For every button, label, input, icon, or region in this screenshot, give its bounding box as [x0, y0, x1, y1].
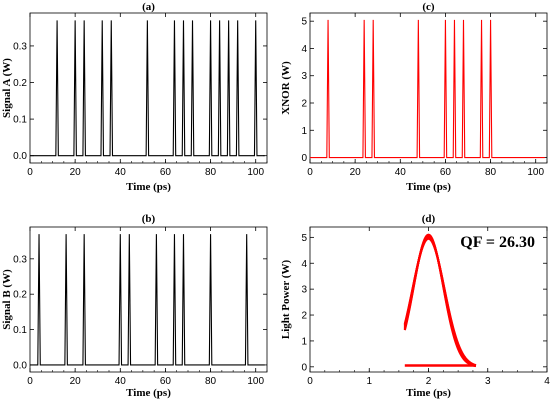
y-tick-label: 5	[301, 17, 307, 28]
x-tick-label: 20	[70, 167, 82, 178]
eye-trace	[403, 235, 477, 367]
y-axis-label: Signal B (W)	[1, 269, 13, 330]
x-tick-label: 60	[160, 376, 172, 387]
panel-0: (a) 0 20 40 60 80 100 0.0 0.1 0.2 0.3 Time (ps) Sign…	[1, 1, 268, 193]
panel-title: (c)	[422, 1, 435, 13]
plot-frame	[309, 12, 548, 164]
x-tick-label: 100	[527, 167, 544, 178]
x-tick-label: 0	[27, 376, 33, 387]
x-axis-label: Time (ps)	[126, 181, 171, 193]
eye-trace	[403, 236, 477, 367]
panel-title: (b)	[142, 213, 156, 225]
x-tick-label: 2	[426, 376, 432, 387]
x-tick-label: 60	[440, 167, 452, 178]
signal-trace	[30, 20, 265, 157]
x-tick-label: 80	[205, 376, 217, 387]
y-tick-label: 0	[301, 362, 307, 373]
y-tick-label: 3	[301, 71, 307, 82]
panel-title: (d)	[422, 213, 436, 225]
y-tick-label: 0.0	[13, 360, 27, 371]
panel-1: (b) 0 20 40 60 80 100 0.0 0.1 0.2 0.3 Time (ps) Sign…	[1, 213, 268, 399]
panel-title: (a)	[142, 1, 155, 13]
y-tick-label: 0.2	[13, 290, 27, 301]
x-tick-label: 3	[485, 376, 491, 387]
signal-trace	[310, 19, 545, 159]
x-axis-label: Time (ps)	[126, 387, 171, 399]
x-tick-label: 4	[544, 376, 550, 387]
x-tick-label: 40	[115, 167, 127, 178]
x-tick-label: 40	[395, 167, 407, 178]
y-tick-label: 0	[301, 153, 307, 164]
y-tick-label: 5	[301, 233, 307, 244]
x-axis-label: Time (ps)	[406, 181, 451, 193]
y-tick-label: 0.2	[13, 78, 27, 89]
x-tick-label: 0	[307, 376, 313, 387]
x-tick-label: 40	[115, 376, 127, 387]
y-tick-label: 0.1	[13, 325, 27, 336]
x-tick-label: 20	[70, 376, 82, 387]
x-tick-label: 20	[350, 167, 362, 178]
x-tick-label: 80	[485, 167, 497, 178]
y-tick-label: 1	[301, 126, 307, 137]
plot-frame	[29, 226, 268, 373]
qf-annotation: QF = 26.30	[460, 234, 535, 251]
y-tick-label: 4	[301, 259, 307, 270]
y-tick-label: 0.0	[13, 151, 27, 162]
y-tick-label: 1	[301, 336, 307, 347]
signal-trace	[30, 234, 265, 366]
y-tick-label: 0.1	[13, 115, 27, 126]
x-tick-label: 0	[27, 167, 33, 178]
x-axis-label: Time (ps)	[406, 387, 451, 399]
y-axis-label: XNOR (W)	[280, 61, 292, 115]
y-axis-label: Signal A (W)	[1, 58, 13, 118]
panel-3: (d) 0 1 2 3 4 0 1 2 3 4 5 Time (ps) Light Power (W) QF…	[280, 213, 550, 399]
x-tick-label: 100	[247, 167, 264, 178]
y-tick-label: 0.3	[13, 254, 27, 265]
x-tick-label: 1	[366, 376, 372, 387]
plot-frame	[29, 12, 268, 164]
y-axis-label: Light Power (W)	[280, 260, 292, 340]
eye-trace	[403, 233, 477, 368]
y-tick-label: 3	[301, 285, 307, 296]
x-tick-label: 80	[205, 167, 217, 178]
x-tick-label: 100	[247, 376, 264, 387]
y-tick-label: 2	[301, 99, 307, 110]
x-tick-label: 0	[307, 167, 313, 178]
y-tick-label: 4	[301, 44, 307, 55]
eye-trace	[403, 237, 477, 367]
y-tick-label: 2	[301, 311, 307, 322]
eye-trace	[403, 234, 477, 367]
x-tick-label: 60	[160, 167, 172, 178]
y-tick-label: 0.3	[13, 41, 27, 52]
panel-2: (c) 0 20 40 60 80 100 0 1 2 3 4 5 Time (ps) XNOR (W)	[280, 1, 548, 193]
eye-trace	[403, 235, 477, 367]
